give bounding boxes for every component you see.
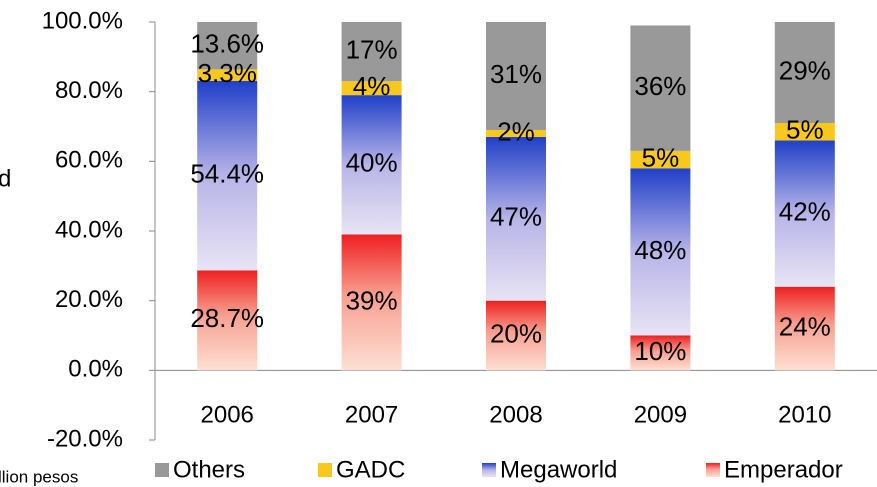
bar-segment <box>486 22 546 130</box>
legend-swatch <box>155 463 169 477</box>
data-label: 10% <box>634 336 686 366</box>
y-tick-label: 100.0% <box>42 7 123 34</box>
data-label: 20% <box>490 318 542 348</box>
y-tick-label: 60.0% <box>55 147 123 174</box>
bar-segment <box>197 22 258 70</box>
data-label: 47% <box>490 202 542 232</box>
annotation: llion pesos <box>0 467 78 486</box>
legend-swatch <box>706 463 720 477</box>
data-label: 2% <box>497 116 535 146</box>
legend-label: Others <box>173 456 245 483</box>
data-label: 24% <box>779 311 831 341</box>
data-label: 40% <box>346 148 398 178</box>
legend-swatch <box>318 463 332 477</box>
data-label: 36% <box>634 71 686 101</box>
data-label: 48% <box>634 235 686 265</box>
legend-label: GADC <box>336 456 405 483</box>
data-label: 39% <box>346 285 398 315</box>
bar-segment <box>341 95 402 235</box>
x-tick-label: 2010 <box>778 401 831 428</box>
data-label: 4% <box>353 71 391 101</box>
bar-segment <box>486 136 546 301</box>
annotation: d <box>0 165 11 192</box>
data-label: 5% <box>786 115 824 145</box>
data-label: 42% <box>779 196 831 226</box>
bar-segment <box>197 270 258 371</box>
data-label: 54.4% <box>190 158 264 188</box>
bar-segment <box>341 234 402 371</box>
bar-segment <box>630 168 691 336</box>
y-tick-label: 0.0% <box>68 356 123 383</box>
y-tick-label: 80.0% <box>55 77 123 104</box>
bar-segment <box>197 80 258 271</box>
x-tick-label: 2008 <box>489 401 542 428</box>
bar-segment <box>774 140 835 287</box>
y-tick-label: 40.0% <box>55 216 123 243</box>
legend-swatch <box>482 463 496 477</box>
bar-segment <box>630 335 691 371</box>
data-label: 3.3% <box>198 58 257 88</box>
bar-segment <box>341 22 402 82</box>
bar-segment <box>486 300 546 371</box>
bar-segment <box>486 129 546 137</box>
data-label: 17% <box>346 34 398 64</box>
bar-segment <box>197 69 258 81</box>
bar-segment <box>630 150 691 169</box>
x-tick-label: 2009 <box>634 401 687 428</box>
data-label: 13.6% <box>190 29 264 59</box>
bar-segment <box>341 81 402 96</box>
data-label: 28.7% <box>190 303 264 333</box>
bar-segment <box>774 123 835 141</box>
x-tick-label: 2007 <box>345 401 398 428</box>
bar-segment <box>630 25 691 151</box>
bar-segment <box>774 22 835 124</box>
bar-segment <box>774 286 835 371</box>
legend-label: Emperador <box>724 456 843 483</box>
y-tick-label: -20.0% <box>47 425 123 452</box>
y-tick-label: 20.0% <box>55 286 123 313</box>
data-label: 29% <box>779 55 831 85</box>
x-tick-label: 2006 <box>201 401 254 428</box>
legend-label: Megaworld <box>500 456 617 483</box>
data-label: 31% <box>490 59 542 89</box>
data-label: 5% <box>642 142 680 172</box>
